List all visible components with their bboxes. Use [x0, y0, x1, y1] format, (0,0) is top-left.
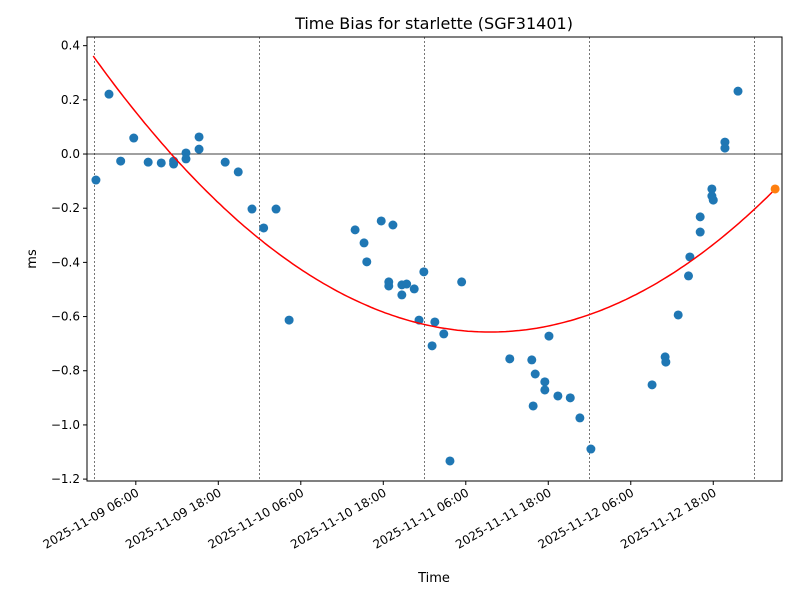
data-point [695, 227, 705, 237]
data-point [544, 331, 554, 341]
data-point [647, 380, 657, 390]
data-point [402, 279, 412, 289]
y-tick-label: −1.0 [51, 418, 80, 432]
y-tick-label: −0.6 [51, 310, 80, 324]
data-point [708, 195, 718, 205]
data-point [233, 167, 243, 177]
data-point [388, 220, 398, 230]
data-point [527, 355, 537, 365]
data-point [181, 154, 191, 164]
data-point [220, 157, 230, 167]
data-point [445, 456, 455, 466]
data-point [116, 156, 126, 166]
data-point [439, 329, 449, 339]
data-point [540, 385, 550, 395]
data-point [129, 133, 139, 143]
data-point [720, 143, 730, 153]
y-tick-label: −0.8 [51, 364, 80, 378]
data-point [91, 175, 101, 185]
data-point [673, 310, 683, 320]
data-point [376, 216, 386, 226]
data-point [661, 357, 671, 367]
plot-frame [86, 36, 783, 482]
data-point [194, 144, 204, 154]
data-point [575, 413, 585, 423]
data-point [505, 354, 515, 364]
y-tick-label: −1.2 [51, 472, 80, 486]
data-point [457, 277, 467, 287]
data-point [284, 315, 294, 325]
y-tick-label: 0.0 [61, 147, 80, 161]
data-point [384, 281, 394, 291]
data-point [733, 86, 743, 96]
data-point [397, 290, 407, 300]
data-point [359, 238, 369, 248]
data-point [104, 89, 114, 99]
data-point [362, 257, 372, 267]
data-point [586, 444, 596, 454]
data-point [247, 204, 257, 214]
data-point [271, 204, 281, 214]
data-point [530, 369, 540, 379]
data-point [194, 132, 204, 142]
data-point [528, 401, 538, 411]
data-point [156, 158, 166, 168]
data-point [259, 223, 269, 233]
chart-title: Time Bias for starlette (SGF31401) [294, 14, 573, 33]
data-point [684, 271, 694, 281]
data-point [565, 393, 575, 403]
y-tick-label: 0.4 [61, 39, 80, 53]
data-point [695, 212, 705, 222]
data-point [540, 377, 550, 387]
data-point [143, 157, 153, 167]
y-tick-label: 0.2 [61, 93, 80, 107]
y-tick-label: −0.4 [51, 255, 80, 269]
data-point [430, 317, 440, 327]
data-point [553, 391, 563, 401]
y-axis-label: ms [25, 249, 40, 269]
data-point [169, 159, 179, 169]
data-point [409, 284, 419, 294]
data-point [707, 184, 717, 194]
data-point [350, 225, 360, 235]
data-point [427, 341, 437, 351]
data-point [685, 252, 695, 262]
y-tick-label: −0.2 [51, 201, 80, 215]
latest-data-point [770, 184, 780, 194]
fit-curve [92, 55, 775, 333]
data-point [419, 267, 429, 277]
x-axis-label: Time [417, 571, 450, 586]
